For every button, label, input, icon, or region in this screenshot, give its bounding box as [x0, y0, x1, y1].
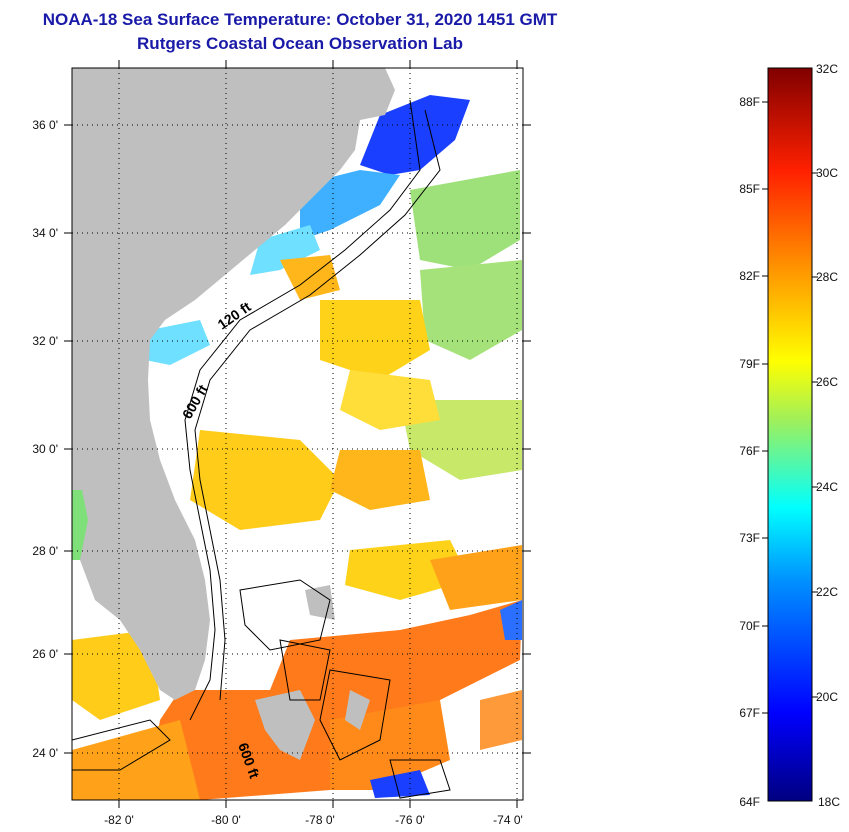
colorbar-f-label: 73F	[739, 531, 760, 545]
lat-label: 30 0'	[32, 442, 58, 456]
graticule	[72, 68, 523, 800]
colorbar-f-label: 70F	[739, 619, 760, 633]
colorbar-f-label: 82F	[739, 269, 760, 283]
colorbar-f-label: 76F	[739, 444, 760, 458]
colorbar-c-label: 20C	[816, 690, 838, 704]
colorbar-c-label: 18C	[818, 795, 840, 809]
axis-ticks	[64, 60, 531, 808]
lon-label: -74 0'	[493, 813, 523, 827]
map-title: NOAA-18 Sea Surface Temperature: October…	[42, 10, 558, 29]
colorbar-f-label: 67F	[739, 706, 760, 720]
lat-label: 32 0'	[32, 334, 58, 348]
colorbar-f-label: 85F	[739, 182, 760, 196]
lat-label: 36 0'	[32, 118, 58, 132]
lat-label: 34 0'	[32, 226, 58, 240]
colorbar-c-label: 26C	[816, 375, 838, 389]
colorbar-c-label: 24C	[816, 480, 838, 494]
colorbar-f-label: 79F	[739, 357, 760, 371]
map-frame	[71, 67, 524, 801]
land	[72, 68, 395, 760]
map-subtitle: Rutgers Coastal Ocean Observation Lab	[137, 34, 463, 53]
lat-label: 26 0'	[32, 647, 58, 661]
depth-contours	[72, 99, 451, 799]
colorbar-f-label: 64F	[739, 795, 760, 809]
lon-label: -78 0'	[305, 813, 335, 827]
colorbar-c-label: 30C	[816, 166, 838, 180]
colorbar-f-label: 88F	[739, 95, 760, 109]
colorbar-c-label: 32C	[816, 62, 838, 76]
lon-label: -76 0'	[395, 813, 425, 827]
colorbar-c-label: 22C	[816, 585, 838, 599]
lat-label: 24 0'	[32, 746, 58, 760]
lat-label: 28 0'	[32, 544, 58, 558]
colorbar-c-label: 28C	[816, 270, 838, 284]
colorbar-ticks	[762, 101, 818, 714]
colorbar-gradient	[767, 67, 813, 802]
lon-label: -82 0'	[104, 813, 134, 827]
lon-label: -80 0'	[211, 813, 241, 827]
